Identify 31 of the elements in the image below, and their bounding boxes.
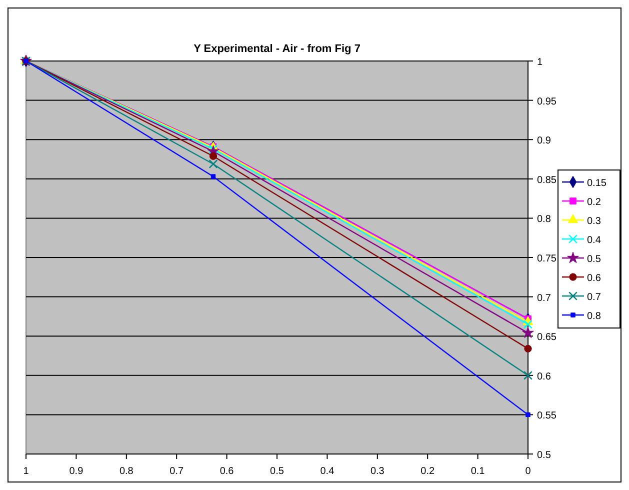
x-tick-label: 0.6 (220, 466, 234, 477)
x-tick-label: 0.1 (470, 466, 486, 477)
x-tick-label: 1 (23, 466, 30, 477)
y-tick-label: 0.85 (537, 174, 557, 186)
y-tick-label: 0.95 (537, 96, 557, 108)
y-tick-label: 0.6 (537, 371, 552, 382)
legend-label: 0.3 (587, 216, 602, 227)
legend-label: 0.6 (587, 273, 602, 284)
legend-label: 0.15 (587, 178, 607, 189)
y-tick-label: 0.75 (537, 254, 557, 264)
legend-label: 0.4 (587, 235, 602, 246)
x-tick-label: 0.8 (119, 466, 134, 477)
y-tick-label: 0.9 (537, 136, 552, 147)
y-tick-label: 1 (537, 57, 543, 68)
legend-label: 0.8 (587, 311, 602, 322)
y-tick-label: 0.8 (537, 214, 552, 226)
y-tick-label: 0.65 (537, 332, 557, 344)
legend-label: 0.2 (587, 197, 602, 208)
x-tick-label: 0.5 (270, 466, 284, 477)
legend-label: 0.7 (587, 292, 602, 303)
x-tick-label: 0.2 (420, 466, 435, 477)
legend-label: 0.5 (587, 254, 602, 265)
chart-title: Y Experimental - Air - from Fig 7 (194, 43, 360, 55)
x-tick-label: 0.4 (320, 466, 335, 477)
x-tick-label: 0 (525, 466, 532, 477)
x-tick-label: 0.9 (69, 466, 84, 477)
y-tick-label: 0.55 (537, 410, 557, 422)
y-tick-label: 0.7 (537, 292, 552, 304)
y-tick-label: 0.5 (537, 450, 552, 461)
x-tick-label: 0.3 (370, 466, 385, 477)
x-tick-label: 0.7 (170, 466, 184, 477)
